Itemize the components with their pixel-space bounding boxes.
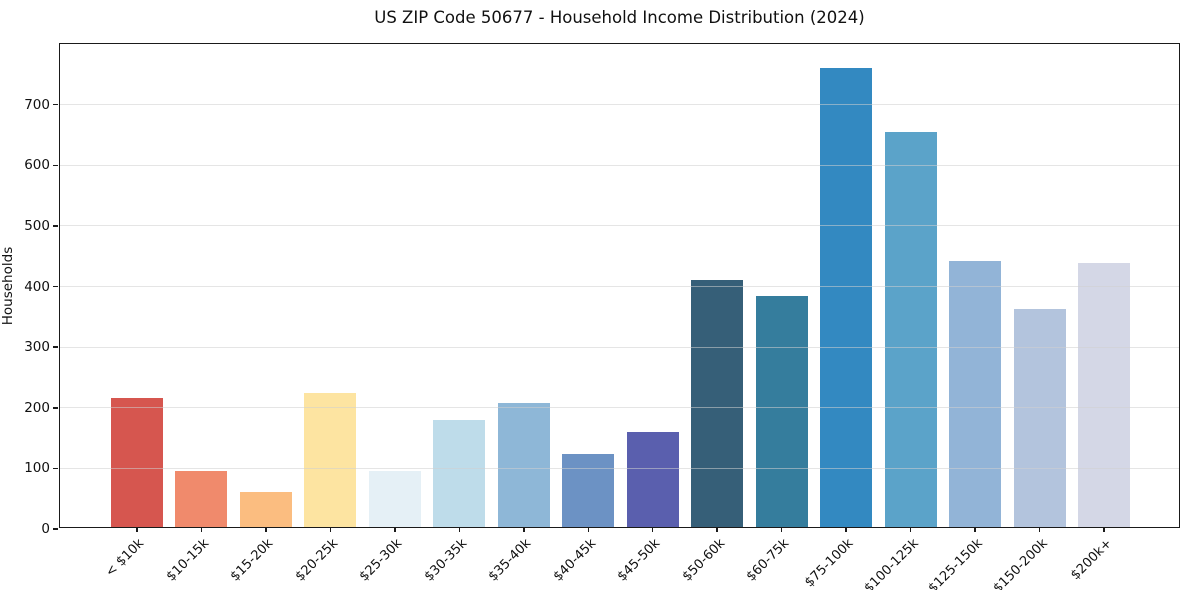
grid-line-100 <box>60 467 1179 469</box>
x-tick-label-4: $25-30k <box>356 536 406 585</box>
x-tick-label-14: $150-200k <box>990 536 1051 590</box>
x-tick-mark-5 <box>458 527 460 532</box>
x-tick-mark-6 <box>523 527 525 532</box>
y-tick-mark-700 <box>53 103 58 106</box>
grid-line-400 <box>60 286 1179 287</box>
x-tick-mark-15 <box>1103 527 1105 532</box>
bar-$45-50k <box>626 431 679 527</box>
y-tick-label-500: 500 <box>24 217 50 234</box>
grid-line-600 <box>60 164 1179 166</box>
x-tick-label-0: < $10k <box>103 536 148 581</box>
y-tick-label-300: 300 <box>24 339 50 356</box>
x-tick-mark-12 <box>909 527 912 532</box>
x-tick-label-12: $100-125k <box>861 536 922 590</box>
bar-$50-60k <box>691 279 744 527</box>
x-tick-mark-10 <box>780 527 783 532</box>
y-tick-mark-400 <box>53 285 58 288</box>
bar-$125-150k <box>949 261 1002 527</box>
bar-$75-100k <box>820 68 873 527</box>
x-tick-label-3: $20-25k <box>292 536 341 585</box>
x-tick-label-2: $15-20k <box>227 536 277 585</box>
y-tick-label-200: 200 <box>24 399 50 416</box>
bar-$35-40k <box>497 403 550 527</box>
grid-line-700 <box>60 104 1179 106</box>
y-tick-mark-200 <box>53 407 58 409</box>
grid-line-500 <box>60 225 1179 227</box>
x-tick-mark-3 <box>329 527 331 532</box>
bar-$25-30k <box>368 471 421 527</box>
bar-$20-25k <box>304 393 357 527</box>
y-tick-label-600: 600 <box>24 157 50 174</box>
x-tick-mark-4 <box>394 527 396 532</box>
x-tick-label-6: $35-40k <box>485 536 535 585</box>
y-tick-mark-300 <box>53 346 58 348</box>
y-tick-label-700: 700 <box>24 96 50 113</box>
bar-$10-15k <box>175 470 228 527</box>
bar-$150-200k <box>1013 308 1066 527</box>
x-tick-mark-9 <box>716 527 718 532</box>
bar-$15-20k <box>239 491 292 527</box>
y-tick-mark-500 <box>53 225 58 227</box>
x-tick-label-9: $50-60k <box>679 536 728 585</box>
y-tick-mark-0 <box>53 528 58 530</box>
x-tick-label-15: $200k+ <box>1067 536 1115 584</box>
x-tick-mark-13 <box>974 527 976 532</box>
y-tick-mark-100 <box>53 467 58 470</box>
bar-$30-35k <box>433 420 486 527</box>
grid-line-200 <box>60 407 1179 409</box>
x-tick-mark-1 <box>200 527 202 532</box>
bar-$60-75k <box>755 296 808 527</box>
x-tick-label-5: $30-35k <box>421 536 470 585</box>
bar-$100-125k <box>884 132 937 527</box>
y-tick-label-100: 100 <box>24 460 50 477</box>
x-tick-mark-2 <box>265 527 267 532</box>
y-tick-mark-600 <box>53 164 58 166</box>
x-tick-label-10: $60-75k <box>743 536 793 585</box>
x-tick-label-11: $75-100k <box>802 536 857 590</box>
x-tick-mark-0 <box>136 527 138 532</box>
bar-< $10k <box>110 397 163 527</box>
x-tick-label-8: $45-50k <box>614 536 664 585</box>
x-tick-label-1: $10-15k <box>163 536 212 585</box>
plot-area: 0 100 200 300 400 500 600 700 < $10k $10-15k $15-2… <box>24 43 1180 590</box>
x-tick-label-7: $40-45k <box>550 536 599 585</box>
y-tick-label-400: 400 <box>24 278 50 295</box>
bar-$200k+ <box>1078 262 1131 527</box>
grid-line-300 <box>60 346 1179 348</box>
y-tick-label-0: 0 <box>41 521 50 537</box>
chart-title: US ZIP Code 50677 - Household Income Dis… <box>374 8 865 27</box>
bar-$40-45k <box>562 453 615 527</box>
x-tick-mark-14 <box>1038 527 1041 532</box>
x-tick-mark-11 <box>845 527 847 532</box>
x-tick-mark-8 <box>651 527 654 532</box>
x-tick-mark-7 <box>587 527 589 532</box>
x-tick-label-13: $125-150k <box>925 536 986 590</box>
